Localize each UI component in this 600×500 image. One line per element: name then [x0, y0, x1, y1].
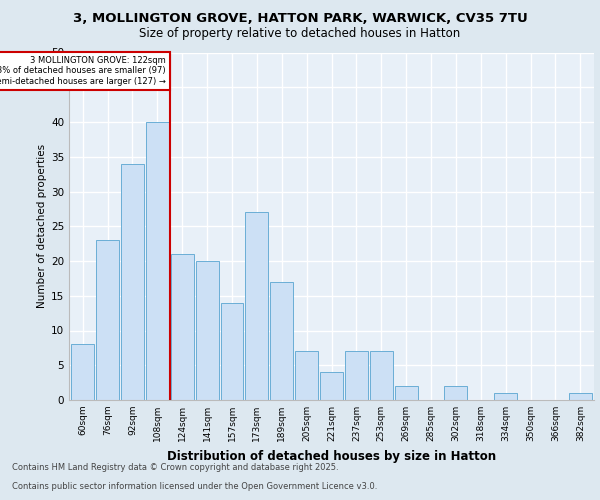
Bar [245, 212, 268, 400]
Bar [171, 254, 194, 400]
Bar [445, 386, 467, 400]
Text: Size of property relative to detached houses in Hatton: Size of property relative to detached ho… [139, 28, 461, 40]
X-axis label: Distribution of detached houses by size in Hatton: Distribution of detached houses by size … [167, 450, 496, 462]
Bar [146, 122, 169, 400]
Bar [196, 261, 218, 400]
Bar [370, 352, 393, 400]
Bar [221, 302, 244, 400]
Y-axis label: Number of detached properties: Number of detached properties [37, 144, 47, 308]
Bar [270, 282, 293, 400]
Bar [395, 386, 418, 400]
Bar [121, 164, 144, 400]
Bar [71, 344, 94, 400]
Bar [569, 393, 592, 400]
Bar [96, 240, 119, 400]
Bar [345, 352, 368, 400]
Text: 3 MOLLINGTON GROVE: 122sqm
← 43% of detached houses are smaller (97)
56% of semi: 3 MOLLINGTON GROVE: 122sqm ← 43% of deta… [0, 56, 166, 86]
Bar [295, 352, 318, 400]
Text: Contains public sector information licensed under the Open Government Licence v3: Contains public sector information licen… [12, 482, 377, 491]
Bar [320, 372, 343, 400]
Text: Contains HM Land Registry data © Crown copyright and database right 2025.: Contains HM Land Registry data © Crown c… [12, 464, 338, 472]
Text: 3, MOLLINGTON GROVE, HATTON PARK, WARWICK, CV35 7TU: 3, MOLLINGTON GROVE, HATTON PARK, WARWIC… [73, 12, 527, 26]
Bar [494, 393, 517, 400]
